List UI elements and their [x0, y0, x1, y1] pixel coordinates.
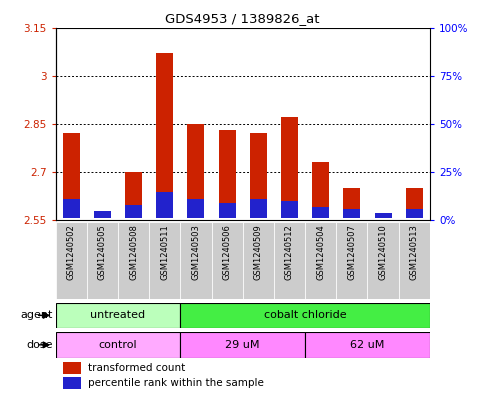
Bar: [94, 214, 111, 219]
Text: GSM1240507: GSM1240507: [347, 224, 356, 280]
Bar: [250, 133, 267, 219]
Text: GSM1240511: GSM1240511: [160, 224, 169, 280]
Text: 29 uM: 29 uM: [226, 340, 260, 350]
Bar: [374, 213, 392, 219]
Bar: [56, 332, 180, 358]
Bar: [242, 222, 274, 299]
Bar: [374, 214, 392, 219]
Text: untreated: untreated: [90, 310, 145, 320]
Bar: [125, 205, 142, 219]
Text: GSM1240510: GSM1240510: [379, 224, 387, 280]
Bar: [149, 222, 180, 299]
Bar: [406, 209, 423, 219]
Bar: [305, 332, 430, 358]
Text: transformed count: transformed count: [88, 363, 186, 373]
Bar: [180, 303, 430, 328]
Bar: [343, 209, 360, 219]
Text: dose: dose: [27, 340, 53, 350]
Bar: [156, 191, 173, 219]
Bar: [63, 133, 80, 219]
Bar: [63, 376, 81, 389]
Text: GSM1240513: GSM1240513: [410, 224, 419, 280]
Text: GSM1240512: GSM1240512: [285, 224, 294, 280]
Bar: [63, 362, 81, 374]
Text: GSM1240502: GSM1240502: [67, 224, 76, 280]
Text: cobalt chloride: cobalt chloride: [264, 310, 346, 320]
Text: percentile rank within the sample: percentile rank within the sample: [88, 378, 264, 387]
Bar: [274, 222, 305, 299]
Bar: [180, 222, 212, 299]
Text: GSM1240506: GSM1240506: [223, 224, 232, 280]
Text: GSM1240509: GSM1240509: [254, 224, 263, 280]
Bar: [305, 222, 336, 299]
Bar: [156, 53, 173, 219]
Bar: [187, 124, 204, 219]
Text: GSM1240505: GSM1240505: [98, 224, 107, 280]
Text: control: control: [99, 340, 137, 350]
Bar: [336, 222, 368, 299]
Bar: [312, 207, 329, 219]
Bar: [56, 222, 87, 299]
Text: 62 uM: 62 uM: [350, 340, 384, 350]
Bar: [218, 130, 236, 219]
Bar: [343, 188, 360, 219]
Bar: [398, 222, 430, 299]
Bar: [187, 199, 204, 219]
Title: GDS4953 / 1389826_at: GDS4953 / 1389826_at: [166, 12, 320, 25]
Bar: [212, 222, 242, 299]
Bar: [87, 222, 118, 299]
Bar: [250, 199, 267, 219]
Bar: [118, 222, 149, 299]
Bar: [368, 222, 398, 299]
Bar: [218, 203, 236, 219]
Text: GSM1240504: GSM1240504: [316, 224, 325, 280]
Bar: [180, 332, 305, 358]
Bar: [406, 188, 423, 219]
Text: GSM1240503: GSM1240503: [191, 224, 200, 280]
Text: GSM1240508: GSM1240508: [129, 224, 138, 280]
Bar: [281, 201, 298, 219]
Bar: [63, 199, 80, 219]
Bar: [94, 211, 111, 219]
Text: agent: agent: [21, 310, 53, 320]
Bar: [312, 162, 329, 219]
Bar: [281, 118, 298, 219]
Bar: [56, 303, 180, 328]
Bar: [125, 172, 142, 219]
